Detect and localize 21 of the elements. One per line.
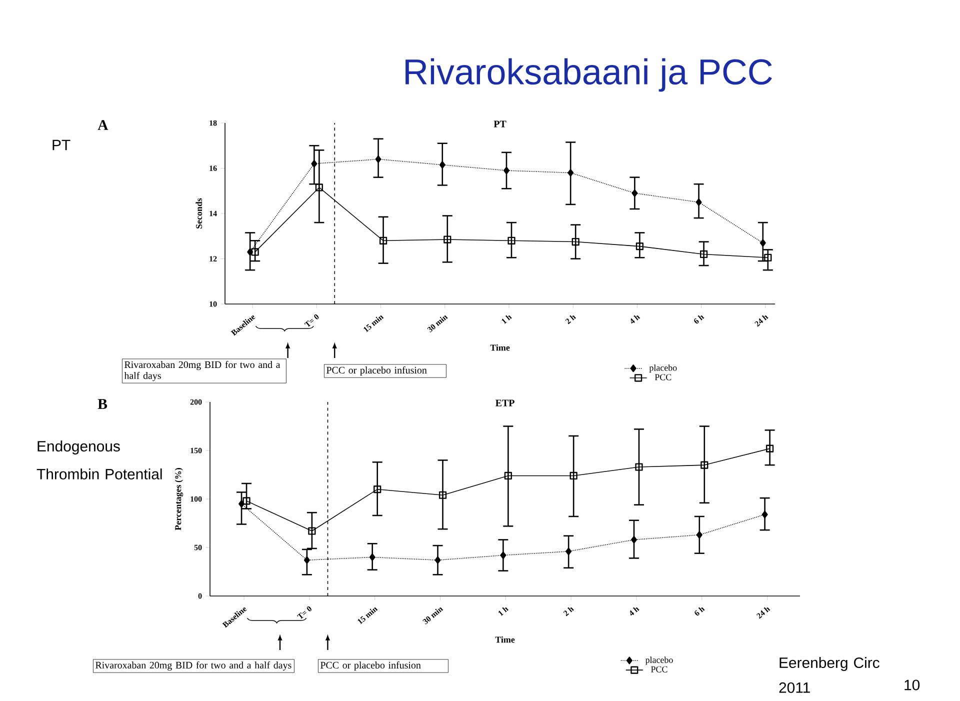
text: Rivaroxaban 20mg BID for two and a half days <box>95 661 292 671</box>
x-axis-title: Time <box>490 344 510 351</box>
x-axis-title: Time <box>495 636 515 643</box>
chart-title: PT <box>494 120 506 128</box>
y-axis-title: Seconds <box>196 198 202 228</box>
text: Endogenous Thrombin Potential <box>36 440 162 480</box>
chart-title: ETP <box>495 400 514 406</box>
text: Eerenberg Circ 2011 <box>779 657 880 693</box>
text: 10 <box>904 680 920 690</box>
text: PCC or placebo infusion <box>326 366 427 376</box>
legend-label: PCC <box>654 374 672 380</box>
text: B <box>98 399 108 409</box>
text: PT <box>52 140 70 150</box>
text: Rivaroxaban 20mg BID for two and a half days <box>124 360 280 382</box>
text: PCC or placebo infusion <box>320 661 421 671</box>
legend-label: placebo <box>645 656 673 665</box>
text: A <box>98 120 108 130</box>
y-axis-title: Percentages (%) <box>174 468 184 530</box>
legend-label: placebo <box>649 364 677 373</box>
legend-label: PCC <box>651 666 668 672</box>
text: Rivaroksabaani ja PCC <box>406 58 772 92</box>
